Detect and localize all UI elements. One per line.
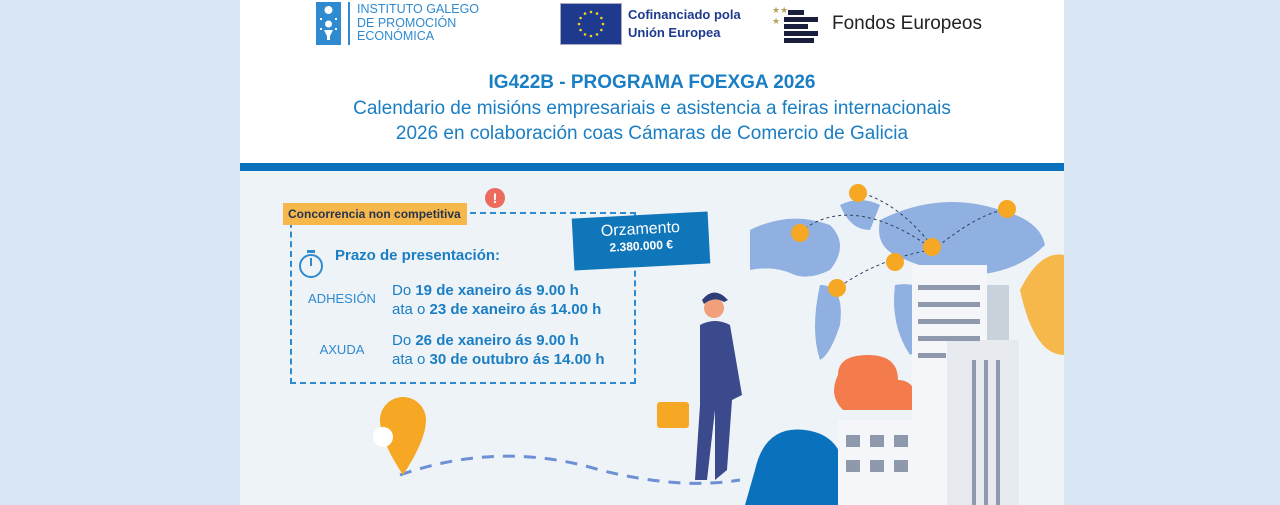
eu-star — [579, 16, 582, 20]
location-pin-icon — [373, 397, 426, 475]
budget-box: Orzamento 2.380.000 € — [571, 211, 711, 271]
eu-star — [600, 16, 603, 20]
eu-star — [600, 28, 603, 32]
divider-bar — [240, 163, 1064, 171]
blob-decoration — [745, 429, 845, 505]
eu-line: Cofinanciado pola — [628, 7, 741, 22]
date-prefix: ata o — [392, 351, 430, 368]
eu-star — [583, 12, 587, 15]
buildings — [838, 265, 1019, 505]
date-to: 30 de outubro ás 14.00 h — [429, 351, 605, 368]
eu-flag-icon — [560, 3, 622, 45]
dashed-path — [399, 454, 741, 485]
deadline-title: Prazo de presentación: — [335, 247, 501, 264]
date-prefix: ata o — [392, 301, 430, 318]
period-dates-adhesion: Do 19 de xaneiro ás 9.00 h ata o 23 de x… — [392, 281, 601, 319]
leaf-decoration — [1020, 254, 1064, 355]
banner: INSTITUTO GALEGO DE PROMOCIÓN ECONÓMICA … — [240, 0, 1064, 505]
period-dates-axuda: Do 26 de xaneiro ás 9.00 h ata o 30 de o… — [392, 331, 605, 369]
procedure-tag: Concorrencia non competitiva — [283, 203, 467, 225]
subtitle-line: 2026 en colaboración coas Cámaras de Com… — [395, 123, 909, 144]
fondos-europeos-logo: ★★ ★ Fondos Europeos — [772, 4, 982, 44]
period-label-axuda: AXUDA — [319, 342, 365, 357]
eu-star — [583, 33, 587, 36]
date-prefix: Do — [392, 282, 416, 299]
date-prefix: Do — [392, 332, 416, 349]
period-label-adhesion: ADHESIÓN — [308, 291, 376, 306]
galicia-shield-icon — [316, 2, 341, 45]
date-from: 26 de xaneiro ás 9.00 h — [415, 332, 579, 349]
igape-line: DE PROMOCIÓN — [357, 15, 457, 30]
illustration — [373, 184, 1064, 505]
eu-star — [595, 12, 599, 15]
program-subtitle: Calendario de misións empresariais e asi… — [240, 96, 1064, 146]
program-code: IG422B - PROGRAMA FOEXGA 2026 — [488, 72, 816, 93]
eu-logo: Cofinanciado pola Unión Europea — [560, 3, 741, 45]
eu-star — [579, 28, 582, 32]
svg-text:★: ★ — [772, 16, 780, 26]
location-pin-icon — [791, 184, 1016, 297]
eu-line: Unión Europea — [628, 25, 721, 40]
date-to: 23 de xaneiro ás 14.00 h — [429, 301, 602, 318]
igape-line: INSTITUTO GALEGO — [357, 2, 480, 17]
eu-star — [589, 10, 593, 14]
igape-logo: INSTITUTO GALEGO DE PROMOCIÓN ECONÓMICA — [316, 2, 479, 45]
eu-star — [577, 22, 581, 26]
cloud-decoration — [834, 355, 918, 410]
fondos-europeos-text: Fondos Europeos — [832, 13, 982, 34]
igape-line: ECONÓMICA — [357, 29, 435, 44]
date-from: 19 de xaneiro ás 9.00 h — [415, 282, 579, 299]
businessman-figure — [657, 292, 742, 480]
eu-star — [595, 33, 599, 36]
eu-star — [601, 22, 605, 26]
eu-star — [589, 34, 593, 38]
stopwatch-icon — [299, 250, 323, 278]
subtitle-line: Calendario de misións empresariais e asi… — [353, 98, 951, 119]
fondos-europeos-icon: ★★★ — [772, 5, 818, 43]
header: INSTITUTO GALEGO DE PROMOCIÓN ECONÓMICA … — [240, 0, 1064, 163]
alert-icon: ! — [485, 188, 505, 208]
svg-text:★★: ★★ — [772, 5, 788, 15]
